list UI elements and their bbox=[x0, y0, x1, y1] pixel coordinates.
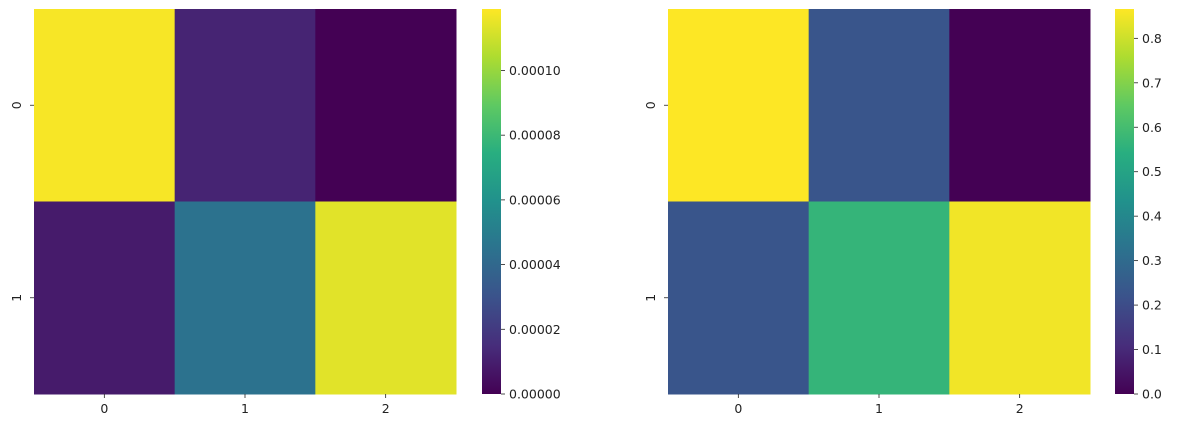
colorbar-tick-label: 0.0 bbox=[1142, 387, 1162, 402]
heatmap-cell-r0-c1 bbox=[174, 9, 316, 202]
colorbar-tick-label: 0.2 bbox=[1142, 298, 1162, 313]
x-tick-label: 2 bbox=[382, 401, 390, 416]
heatmap-cell-r1-c2 bbox=[949, 201, 1091, 395]
colorbar-tick-label: 0.6 bbox=[1142, 120, 1162, 135]
colorbar-tick-label: 0.00002 bbox=[509, 322, 561, 337]
x-tick-label: 2 bbox=[1016, 401, 1024, 416]
colorbar-tick-label: 0.1 bbox=[1142, 342, 1162, 357]
heatmap-cell-r0-c2 bbox=[315, 9, 457, 202]
colorbar bbox=[482, 9, 501, 394]
heatmap-cell-r1-c0 bbox=[668, 201, 810, 395]
colorbar-tick-label: 0.00006 bbox=[509, 192, 561, 207]
heatmap-cell-r0-c1 bbox=[808, 9, 950, 202]
colorbar-tick-label: 0.00008 bbox=[509, 128, 561, 143]
colorbar-tick-label: 0.8 bbox=[1142, 31, 1162, 46]
y-tick-label: 1 bbox=[643, 294, 658, 302]
y-tick-label: 0 bbox=[643, 101, 658, 109]
heatmap-cell-r0-c2 bbox=[949, 9, 1091, 202]
heatmap-cell-r1-c0 bbox=[34, 201, 176, 395]
colorbar-tick-label: 0.00004 bbox=[509, 257, 561, 272]
heatmap-cell-r1-c1 bbox=[174, 201, 316, 395]
colorbar-tick-label: 0.7 bbox=[1142, 75, 1162, 90]
heatmap-cell-r1-c2 bbox=[315, 201, 457, 395]
heatmap-panel-left: 0 1 2 0 1 0.00000 0.00002 0.00004 0.00006 0.00008… bbox=[9, 9, 561, 416]
colorbar-tick-label: 0.5 bbox=[1142, 164, 1162, 179]
heatmap-cell-r0-c0 bbox=[668, 9, 810, 202]
colorbar bbox=[1115, 9, 1134, 394]
x-tick-label: 1 bbox=[875, 401, 883, 416]
colorbar-tick-label: 0.00010 bbox=[509, 63, 561, 78]
colorbar-tick-label: 0.3 bbox=[1142, 253, 1162, 268]
colorbar-tick-label: 0.4 bbox=[1142, 209, 1162, 224]
heatmap-cell-r1-c1 bbox=[808, 201, 950, 395]
heatmap-panel-right: 0 1 2 0 1 0.0 0.1 0.2 0.3 0.4 0.5 0.6 0.7 0.8 bbox=[643, 9, 1162, 416]
colorbar-tick-label: 0.00000 bbox=[509, 387, 561, 402]
y-tick-label: 0 bbox=[9, 101, 24, 109]
y-tick-label: 1 bbox=[9, 294, 24, 302]
x-tick-label: 1 bbox=[241, 401, 249, 416]
x-tick-label: 0 bbox=[734, 401, 742, 416]
x-tick-label: 0 bbox=[100, 401, 108, 416]
heatmap-cell-r0-c0 bbox=[34, 9, 176, 202]
